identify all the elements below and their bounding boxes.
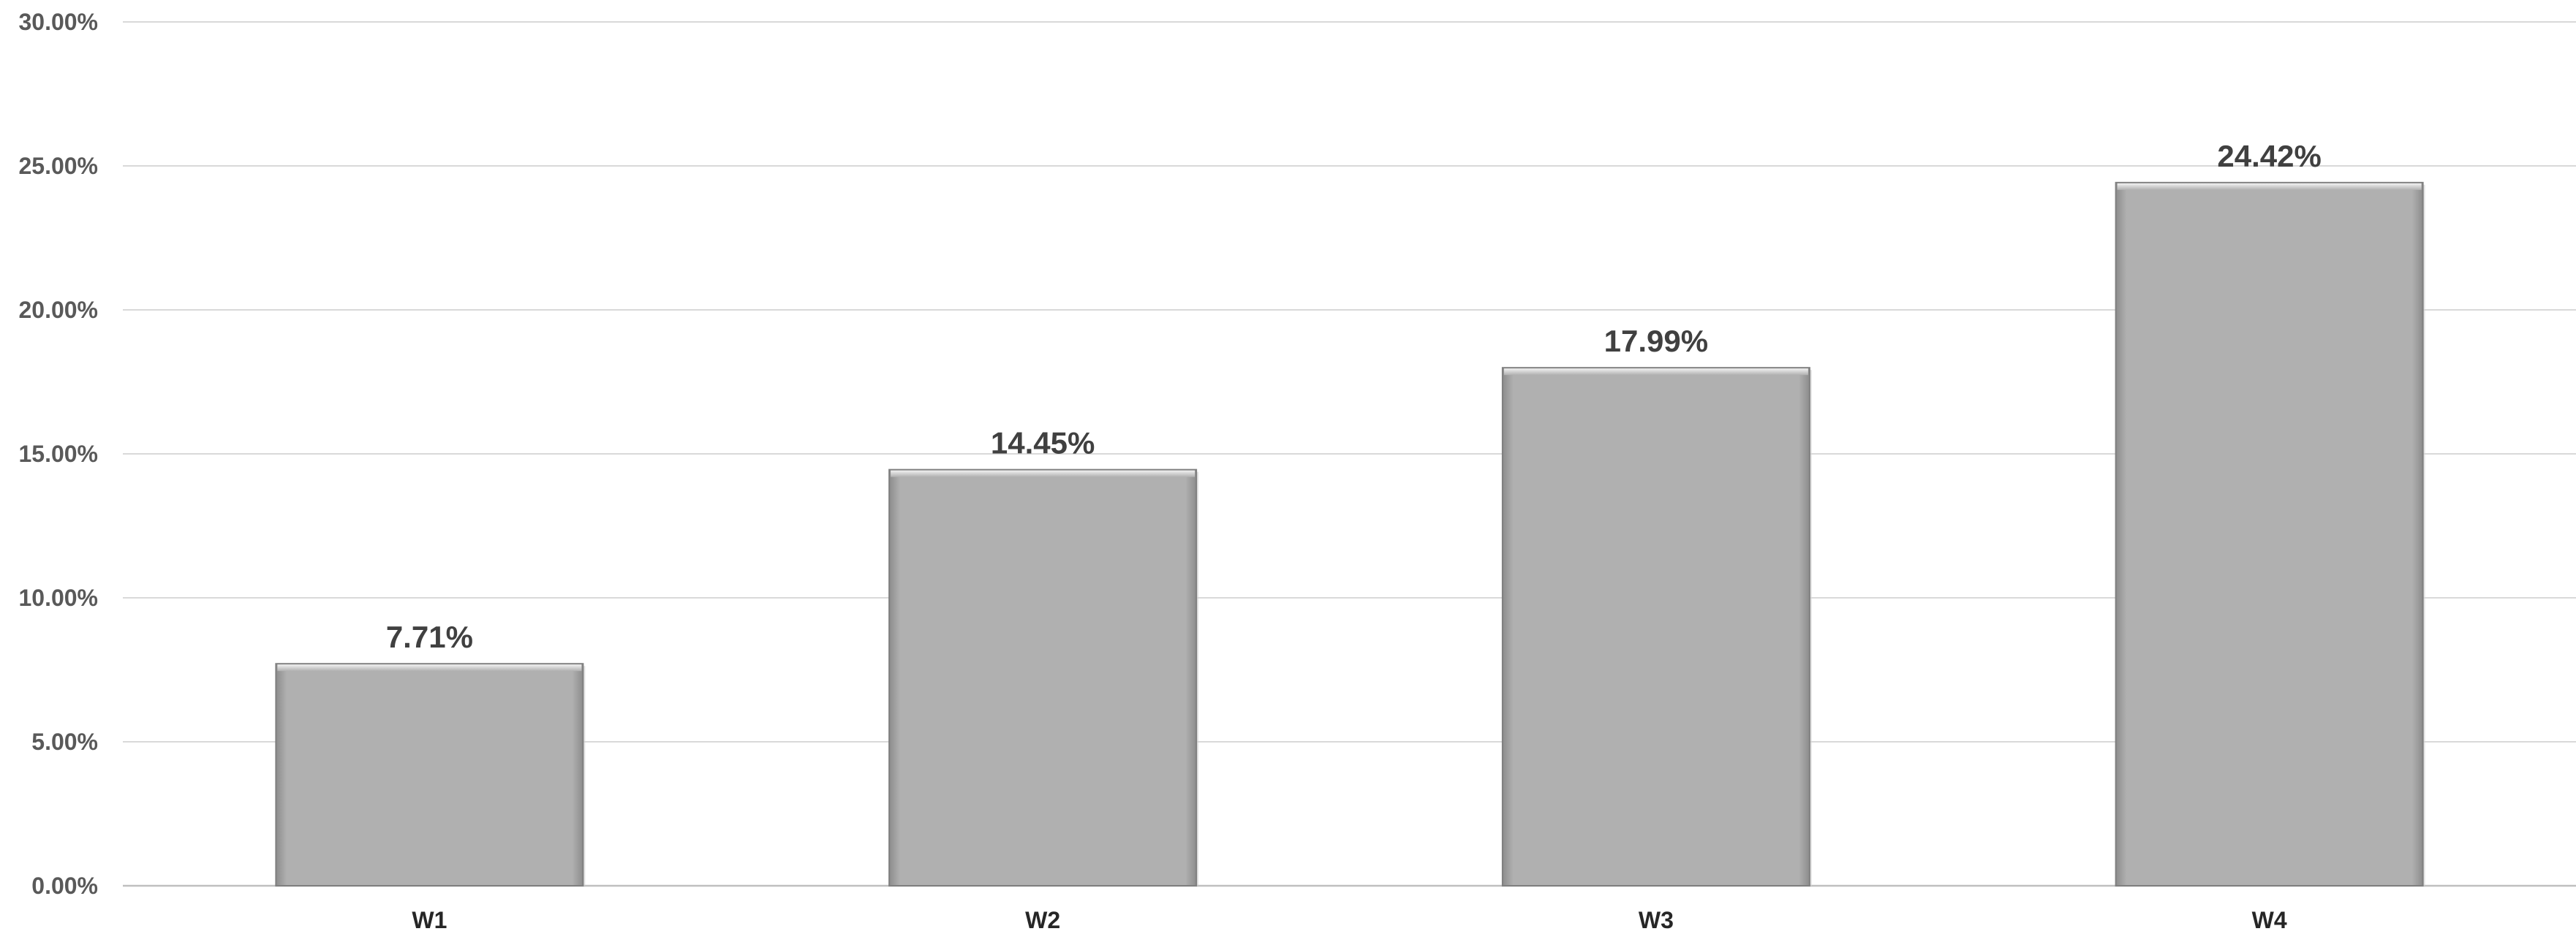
y-tick-label: 10.00% — [18, 585, 98, 611]
bar-group — [888, 468, 1199, 886]
bar — [888, 468, 1198, 886]
y-tick-label: 0.00% — [31, 873, 98, 899]
bar-top-bevel — [277, 664, 582, 672]
data-label: 17.99% — [1604, 324, 1708, 358]
x-tick-label: W4 — [2252, 907, 2287, 933]
y-tick-label: 25.00% — [18, 153, 98, 179]
bar — [275, 663, 584, 886]
y-tick-label: 30.00% — [18, 9, 98, 35]
bars: 7.71% 14.45% 17.99% 24.42% — [275, 139, 2425, 887]
bar-group — [275, 663, 586, 886]
bar-group — [1501, 367, 1812, 887]
bar-top-bevel — [2117, 183, 2422, 190]
x-tick-label: W3 — [1639, 907, 1674, 933]
bar-top-bevel — [1503, 368, 1808, 376]
bar — [2115, 181, 2424, 887]
y-tick-label: 15.00% — [18, 441, 98, 467]
bar — [1501, 367, 1810, 887]
data-label: 24.42% — [2217, 139, 2321, 173]
data-label: 7.71% — [386, 620, 473, 654]
bar-top-bevel — [891, 470, 1196, 477]
y-tick-label: 5.00% — [31, 729, 98, 755]
x-tick-label: W2 — [1025, 907, 1060, 933]
data-label: 14.45% — [991, 426, 1095, 460]
y-axis: 0.00% 5.00% 10.00% 15.00% 20.00% 25.00% 30.00% — [18, 9, 98, 899]
y-tick-label: 20.00% — [18, 297, 98, 323]
x-axis: W1 W2 W3 W4 — [412, 907, 2286, 933]
x-tick-label: W1 — [412, 907, 447, 933]
bar-group — [2115, 181, 2425, 887]
